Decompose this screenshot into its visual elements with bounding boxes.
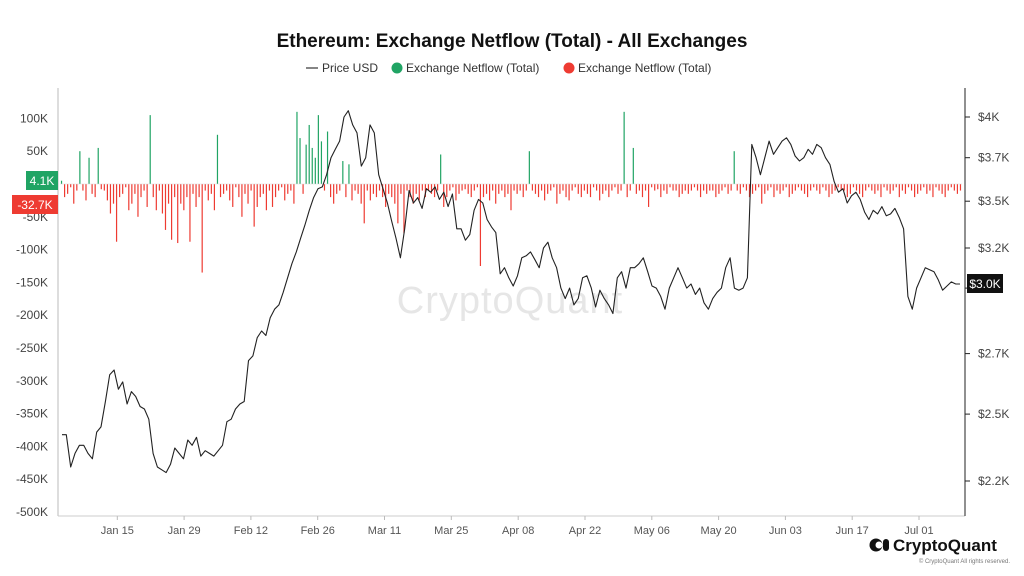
x-axis-ticks: Jan 15 Jan 29 Feb 12 Feb 26 Mar 11 Mar 25 Apr … — [101, 516, 934, 537]
x-tick-label: May 06 — [634, 525, 670, 537]
price-line-group — [62, 110, 960, 474]
x-tick-label: Jun 17 — [836, 525, 869, 537]
x-tick-label: Mar 25 — [434, 525, 468, 537]
legend-dot-green — [391, 62, 403, 74]
x-tick-label: Jun 03 — [769, 525, 802, 537]
chart-legend[interactable]: Price USD Exchange Netflow (Total) Excha… — [306, 61, 711, 75]
y-left-tick-label: -450K — [16, 472, 48, 486]
y-left-tick-label: -200K — [16, 308, 48, 322]
tag-price-text: $3.0K — [969, 277, 1000, 291]
y-left-tick-label: -400K — [16, 439, 48, 453]
y-left-tick-label: -100K — [16, 243, 48, 257]
x-tick-label: May 20 — [701, 525, 737, 537]
brand-logo: CryptoQuant © CryptoQuant All rights res… — [869, 536, 1010, 565]
x-tick-label: Apr 22 — [569, 525, 601, 537]
x-tick-label: Feb 12 — [234, 525, 268, 537]
tag-price: $3.0K — [967, 274, 1003, 293]
y-left-tick-label: -250K — [16, 341, 48, 355]
y-right-tick-label: $3.7K — [978, 151, 1009, 165]
x-tick-label: Apr 08 — [502, 525, 534, 537]
legend-entry-price[interactable]: Price USD — [322, 61, 378, 75]
x-tick-label: Mar 11 — [368, 525, 401, 537]
netflow-bars — [60, 111, 962, 273]
tag-netflow-negative: -32.7K — [12, 195, 58, 214]
y-left-tick-label: -500K — [16, 505, 48, 519]
x-tick-label: Jan 29 — [168, 525, 201, 537]
brand-name: CryptoQuant — [893, 536, 997, 555]
y-left-tick-label: 50K — [27, 144, 48, 158]
tag-netflow-negative-text: -32.7K — [17, 198, 52, 212]
y-left-tick-label: -150K — [16, 275, 48, 289]
legend-entry-netflow-positive[interactable]: Exchange Netflow (Total) — [406, 61, 539, 75]
right-axis-ticks: $2.2K$2.5K$2.7K$3K$3.2K$3.5K$3.7K$4K — [965, 110, 1009, 488]
tag-netflow-positive: 4.1K — [26, 171, 58, 190]
legend-dot-red — [563, 62, 575, 74]
chart-title: Ethereum: Exchange Netflow (Total) - All… — [277, 31, 748, 52]
x-tick-label: Feb 26 — [301, 525, 335, 537]
watermark: CryptoQuant — [397, 280, 623, 322]
legend-entry-netflow-negative[interactable]: Exchange Netflow (Total) — [578, 61, 711, 75]
y-right-tick-label: $2.2K — [978, 474, 1009, 488]
y-right-tick-label: $2.5K — [978, 407, 1009, 421]
y-right-tick-label: $2.7K — [978, 347, 1009, 361]
brand-copyright: © CryptoQuant All rights reserved. — [919, 558, 1010, 565]
y-left-tick-label: -300K — [16, 374, 48, 388]
y-left-tick-label: -350K — [16, 407, 48, 421]
cryptoquant-logo-icon — [869, 538, 889, 552]
y-right-tick-label: $3.5K — [978, 194, 1009, 208]
y-right-tick-label: $4K — [978, 110, 999, 124]
price-line — [62, 110, 960, 474]
x-tick-label: Jan 15 — [101, 525, 134, 537]
y-right-tick-label: $3.2K — [978, 241, 1009, 255]
x-tick-label: Jul 01 — [904, 525, 933, 537]
tag-netflow-positive-text: 4.1K — [30, 174, 55, 188]
y-left-tick-label: 100K — [20, 111, 48, 125]
